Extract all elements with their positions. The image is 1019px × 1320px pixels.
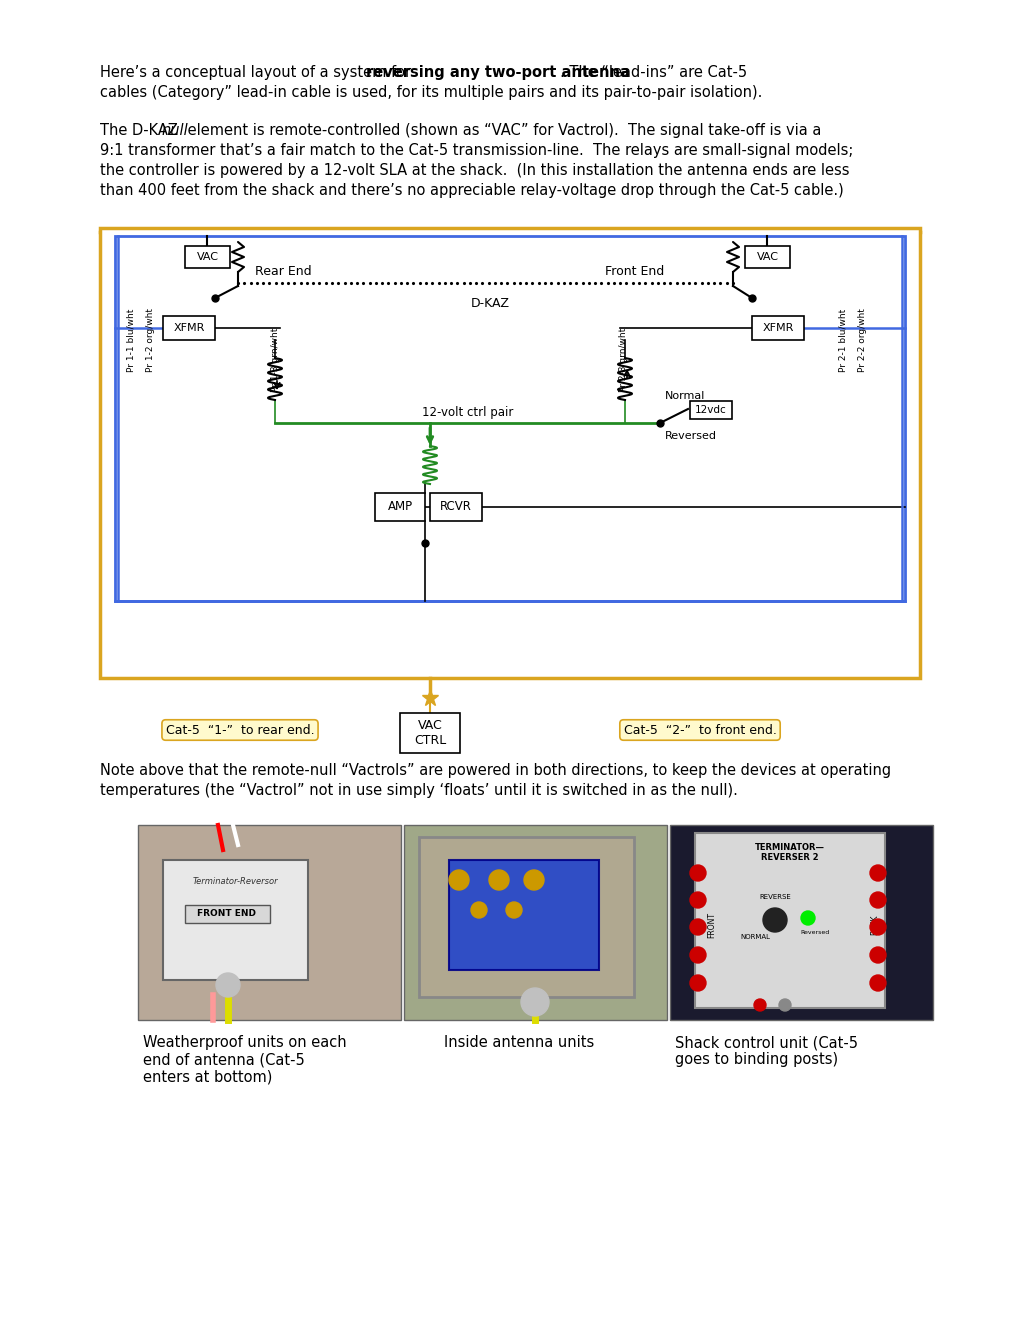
Bar — [399, 713, 460, 752]
Text: element is remote-controlled (shown as “VAC” for Vactrol).  The signal take-off : element is remote-controlled (shown as “… — [182, 123, 820, 139]
Text: VAC: VAC — [756, 252, 777, 261]
Bar — [163, 861, 308, 979]
Text: Pr 2-1 blu/wht: Pr 2-1 blu/wht — [838, 309, 847, 372]
Text: Reversed: Reversed — [664, 432, 716, 441]
Circle shape — [448, 870, 469, 890]
Text: REVERSE: REVERSE — [758, 894, 790, 900]
Text: null: null — [162, 123, 189, 139]
Text: BACK: BACK — [869, 915, 878, 936]
Circle shape — [524, 870, 543, 890]
Bar — [163, 315, 215, 341]
Bar — [448, 861, 598, 970]
Circle shape — [779, 999, 790, 1011]
Bar — [430, 492, 482, 521]
Text: Terminator-Reversor: Terminator-Reversor — [192, 878, 277, 887]
Bar — [751, 315, 803, 341]
Text: RCVR: RCVR — [439, 500, 472, 513]
Text: XFMR: XFMR — [761, 323, 793, 333]
Bar — [138, 825, 400, 1020]
Text: Pr 1-3 grn/wht: Pr 1-3 grn/wht — [271, 327, 280, 392]
Circle shape — [869, 919, 886, 935]
Text: FRONT: FRONT — [707, 912, 715, 939]
Circle shape — [869, 892, 886, 908]
Text: AMP: AMP — [387, 500, 412, 513]
Text: 9:1 transformer that’s a fair match to the Cat-5 transmission-line.  The relays : 9:1 transformer that’s a fair match to t… — [100, 143, 853, 158]
Bar — [669, 825, 932, 1020]
Circle shape — [488, 870, 508, 890]
Text: Inside antenna units: Inside antenna units — [443, 1035, 594, 1049]
Text: Cat-5  “2-”  to front end.: Cat-5 “2-” to front end. — [623, 723, 775, 737]
Text: temperatures (the “Vactrol” not in use simply ‘floats’ until it is switched in a: temperatures (the “Vactrol” not in use s… — [100, 783, 737, 799]
Circle shape — [762, 908, 787, 932]
Text: Rear End: Rear End — [255, 265, 312, 279]
Text: the controller is powered by a 12-volt SLA at the shack.  (In this installation : the controller is powered by a 12-volt S… — [100, 162, 849, 178]
Text: TERMINATOR—: TERMINATOR— — [754, 842, 824, 851]
Bar — [689, 401, 732, 418]
Circle shape — [800, 911, 814, 925]
Text: cables (Category” lead-in cable is used, for its multiple pairs and its pair-to-: cables (Category” lead-in cable is used,… — [100, 84, 761, 100]
Circle shape — [689, 865, 705, 880]
Text: Normal: Normal — [664, 391, 705, 401]
Text: Cat-5  “1-”  to rear end.: Cat-5 “1-” to rear end. — [165, 723, 314, 737]
Text: Here’s a conceptual layout of a system for: Here’s a conceptual layout of a system f… — [100, 65, 416, 81]
Bar — [100, 228, 919, 678]
Text: The D-KAZ: The D-KAZ — [100, 123, 182, 139]
Text: reversing any two-port antenna: reversing any two-port antenna — [366, 65, 629, 81]
Circle shape — [869, 865, 886, 880]
Text: Pr 1-1 blu/wht: Pr 1-1 blu/wht — [126, 309, 136, 372]
Bar — [694, 833, 884, 1008]
Text: Pr 1-2 org/wht: Pr 1-2 org/wht — [147, 308, 155, 372]
Circle shape — [216, 973, 239, 997]
Circle shape — [753, 999, 765, 1011]
Circle shape — [689, 946, 705, 964]
Text: Note above that the remote-null “Vactrols” are powered in both directions, to ke: Note above that the remote-null “Vactrol… — [100, 763, 891, 777]
Bar — [419, 837, 634, 997]
Text: NORMAL: NORMAL — [739, 935, 769, 940]
Text: . The “lead-ins” are Cat-5: . The “lead-ins” are Cat-5 — [559, 65, 747, 81]
Bar — [744, 246, 790, 268]
Text: Pr 2-2 org/wht: Pr 2-2 org/wht — [858, 308, 866, 372]
Bar — [115, 236, 904, 601]
Text: REVERSER 2: REVERSER 2 — [760, 854, 818, 862]
Text: Pr 2-3 grn/wht: Pr 2-3 grn/wht — [619, 327, 628, 392]
Text: XFMR: XFMR — [173, 323, 205, 333]
Circle shape — [689, 892, 705, 908]
Circle shape — [521, 987, 548, 1016]
Bar — [184, 906, 270, 923]
Circle shape — [505, 902, 522, 917]
Circle shape — [471, 902, 486, 917]
Text: VAC
CTRL: VAC CTRL — [414, 719, 445, 747]
Text: Shack control unit (Cat-5
goes to binding posts): Shack control unit (Cat-5 goes to bindin… — [675, 1035, 857, 1068]
Bar — [375, 492, 425, 521]
Circle shape — [869, 946, 886, 964]
Text: Weatherproof units on each
end of antenna (Cat-5
enters at bottom): Weatherproof units on each end of antenn… — [143, 1035, 346, 1085]
Text: D-KAZ: D-KAZ — [470, 297, 510, 310]
Circle shape — [869, 975, 886, 991]
Bar — [404, 825, 666, 1020]
Text: VAC: VAC — [197, 252, 218, 261]
Circle shape — [689, 919, 705, 935]
Circle shape — [689, 975, 705, 991]
Text: than 400 feet from the shack and there’s no appreciable relay-voltage drop throu: than 400 feet from the shack and there’s… — [100, 183, 843, 198]
Bar — [184, 246, 229, 268]
Text: 12-volt ctrl pair: 12-volt ctrl pair — [422, 407, 513, 418]
Text: Reversed: Reversed — [800, 931, 828, 936]
Text: Front End: Front End — [604, 265, 663, 279]
Text: 12vdc: 12vdc — [694, 405, 727, 414]
Text: FRONT END: FRONT END — [198, 909, 256, 919]
